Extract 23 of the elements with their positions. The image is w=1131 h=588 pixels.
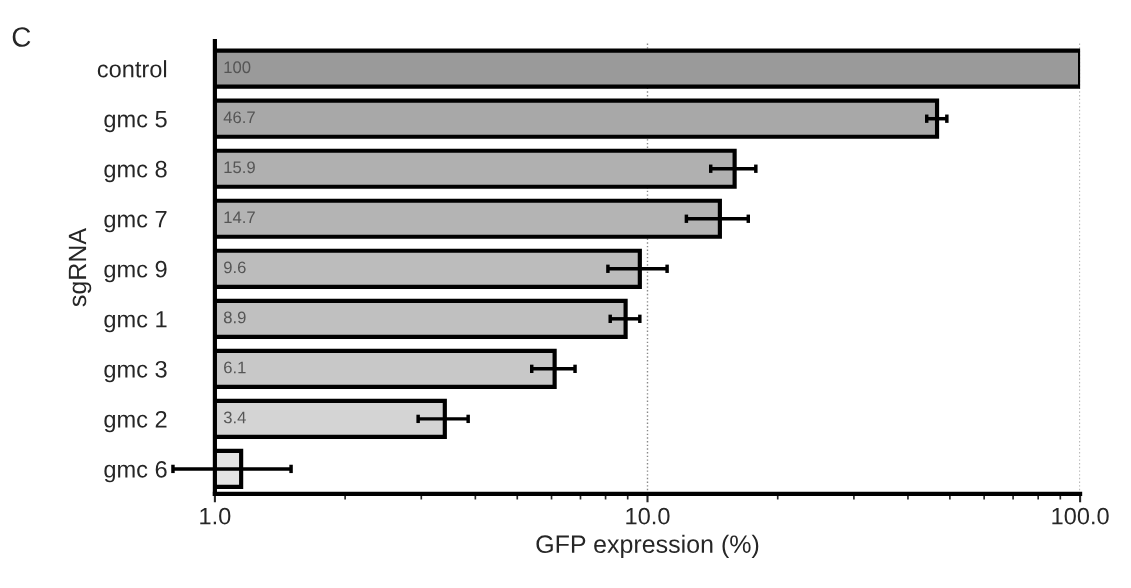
data-label: 9.6 [224, 261, 246, 274]
x-tick-label: 100.0 [1052, 507, 1109, 525]
y-tick-label: gmc 8 [104, 160, 167, 183]
x-axis-title: GFP expression (%) [536, 534, 759, 558]
data-label: 46.7 [223, 111, 255, 124]
text: C [12, 27, 31, 47]
data-label: 8.9 [223, 311, 246, 324]
y-tick-label: gmc 1 [104, 311, 167, 333]
y-tick-label: gmc 3 [104, 360, 167, 383]
x-tick-label: 1.0 [200, 507, 231, 525]
data-label: 6.1 [224, 361, 246, 374]
y-tick-label: gmc 6 [104, 460, 167, 483]
y-tick-label: gmc 5 [104, 111, 167, 133]
data-label: 14.7 [224, 211, 255, 224]
y-tick-label: gmc 9 [104, 260, 167, 283]
x-tick-label: 10.0 [626, 507, 670, 525]
y-tick-label: control [97, 60, 167, 78]
data-label: 3.4 [223, 411, 246, 424]
data-label: 100 [224, 61, 251, 74]
data-label: 15.9 [224, 161, 255, 174]
y-tick-label: gmc 7 [104, 211, 167, 233]
y-axis-title: sgRNA [68, 228, 92, 307]
y-tick-label: gmc 2 [104, 410, 167, 433]
